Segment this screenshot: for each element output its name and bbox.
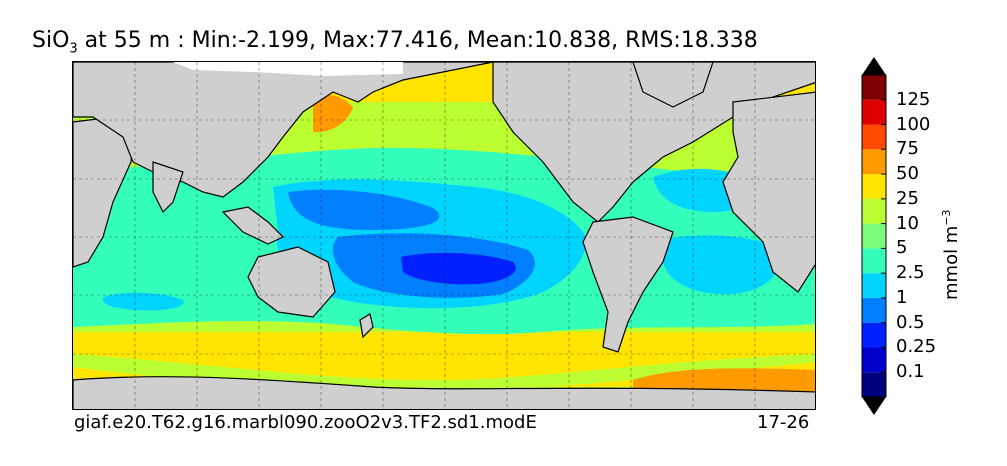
colorbar <box>861 57 887 415</box>
land <box>73 62 815 409</box>
colorbar-segment <box>862 273 886 298</box>
colorbar-tick-label: 0.25 <box>896 336 937 358</box>
colorbar-segment <box>862 75 886 100</box>
greenland-land <box>632 62 714 108</box>
colorbar-unit-label: mmol m−3 <box>940 209 962 300</box>
australia-land <box>247 246 336 318</box>
colorbar-segment <box>862 223 886 249</box>
north-pacific-gyre <box>288 189 440 230</box>
map-canvas <box>73 62 815 409</box>
colorbar-tick-label: 100 <box>896 113 931 135</box>
colorbar-segment <box>862 347 886 373</box>
okhotsk-high <box>313 95 353 133</box>
colorbar-segment <box>862 297 886 323</box>
colorbar-tick-label: 0.1 <box>896 361 925 383</box>
colorbar-tick-label: 10 <box>896 212 919 234</box>
colorbar-segment <box>862 322 886 348</box>
colorbar-tick-label: 2.5 <box>896 262 925 284</box>
antarctica-land <box>73 376 815 409</box>
south-atlantic-gyre <box>663 235 780 295</box>
years-label: 17-26 <box>757 412 810 433</box>
colorbar-segment <box>862 372 886 397</box>
colorbar-tick-label: 0.5 <box>896 311 925 333</box>
colorbar-segment <box>862 99 886 125</box>
india-land <box>152 161 184 214</box>
graticule <box>73 62 815 409</box>
south-pacific-core <box>401 252 516 285</box>
arctic-ice <box>173 62 403 76</box>
colorbar-segment <box>862 124 886 150</box>
eurasia-land <box>73 62 494 198</box>
africa-europe-right-land <box>722 91 815 293</box>
colorbar-segment <box>862 198 886 224</box>
colorbar-max-extend <box>862 57 886 75</box>
colorbar-outline <box>861 74 887 398</box>
colorbar-segment <box>862 248 886 274</box>
indian-gyre <box>102 292 184 311</box>
colorbar-segment <box>862 174 886 199</box>
colorbar-segment <box>862 149 886 175</box>
world-map <box>72 61 816 410</box>
case-name-label: giaf.e20.T62.g16.marbl090.zooO2v3.TF2.sd… <box>74 412 537 433</box>
colorbar-tick-label: 25 <box>896 187 919 209</box>
colorbar-tick-label: 1 <box>896 286 908 308</box>
new-zealand-land <box>359 313 374 339</box>
south-america-land <box>582 216 674 353</box>
colorbar-tick-label: 5 <box>896 237 908 259</box>
colorbar-tick-label: 75 <box>896 138 919 160</box>
plot-title: SiO3 at 55 m : Min:-2.199, Max:77.416, M… <box>32 28 758 57</box>
colorbar-min-extend <box>862 397 886 415</box>
colorbar-tick-label: 50 <box>896 163 919 185</box>
colorbar-tick-label: 125 <box>896 88 931 110</box>
